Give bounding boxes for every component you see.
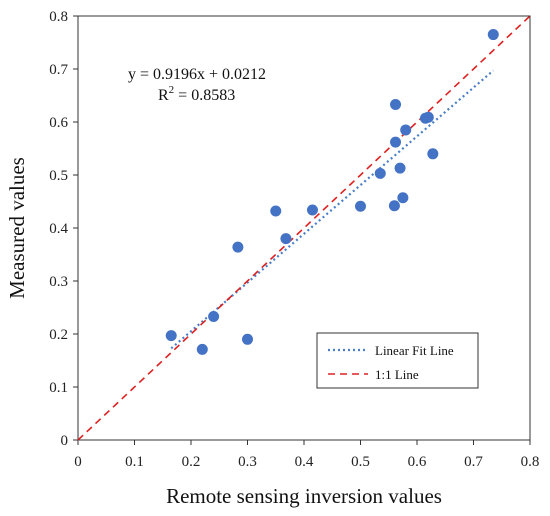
data-point bbox=[242, 333, 253, 345]
data-point bbox=[355, 200, 366, 212]
data-point bbox=[400, 124, 412, 136]
x-tick-label: 0.8 bbox=[521, 454, 540, 470]
y-axis-ticks: 0 0.1 0.2 0.3 0.4 0.5 0.6 0.7 0.8 bbox=[49, 9, 78, 449]
one-to-one-line bbox=[77, 15, 531, 441]
x-tick-label: 0 bbox=[74, 454, 82, 470]
y-tick-label: 0.2 bbox=[49, 327, 68, 343]
r-squared: R2 = 0.8583 bbox=[158, 84, 235, 104]
data-point bbox=[165, 330, 177, 342]
data-point bbox=[427, 148, 439, 160]
y-tick-label: 0.6 bbox=[49, 115, 68, 131]
legend-label-one-to-one: 1:1 Line bbox=[375, 367, 419, 382]
data-point bbox=[232, 241, 244, 253]
x-axis-title: Remote sensing inversion values bbox=[166, 484, 442, 508]
reference-lines bbox=[77, 15, 531, 441]
data-point bbox=[306, 204, 318, 216]
x-tick-label: 0.2 bbox=[182, 454, 201, 470]
y-tick-label: 0.3 bbox=[49, 274, 68, 290]
data-point bbox=[388, 200, 400, 212]
y-tick-label: 0.1 bbox=[49, 380, 68, 396]
data-point bbox=[394, 162, 406, 174]
x-tick-label: 0.6 bbox=[408, 454, 427, 470]
data-point bbox=[208, 311, 220, 323]
data-points bbox=[165, 29, 499, 355]
data-point bbox=[390, 99, 402, 111]
y-tick-label: 0.8 bbox=[49, 9, 68, 25]
data-point bbox=[422, 111, 434, 123]
linear-fit-line bbox=[170, 69, 494, 350]
y-tick-label: 0 bbox=[61, 433, 69, 449]
data-point bbox=[270, 205, 282, 217]
y-tick-label: 0.5 bbox=[49, 168, 68, 184]
x-tick-label: 0.3 bbox=[238, 454, 257, 470]
fit-equation: y = 0.9196x + 0.0212 bbox=[128, 66, 266, 83]
data-point bbox=[374, 167, 386, 179]
legend-label-linear-fit: Linear Fit Line bbox=[375, 343, 454, 358]
data-point bbox=[280, 233, 292, 245]
data-point bbox=[390, 136, 402, 148]
x-tick-label: 0.5 bbox=[351, 454, 370, 470]
legend-box bbox=[316, 332, 479, 389]
y-tick-label: 0.7 bbox=[49, 62, 68, 78]
y-tick-label: 0.4 bbox=[49, 221, 68, 237]
x-tick-label: 0.7 bbox=[464, 454, 483, 470]
data-point bbox=[397, 192, 409, 204]
data-point bbox=[487, 29, 499, 41]
legend: Linear Fit Line 1:1 Line bbox=[316, 332, 479, 389]
data-point bbox=[196, 343, 208, 355]
x-tick-label: 0.4 bbox=[295, 454, 314, 470]
x-axis-ticks: 0 0.1 0.2 0.3 0.4 0.5 0.6 0.7 0.8 bbox=[74, 440, 539, 470]
x-tick-label: 0.1 bbox=[125, 454, 144, 470]
y-axis-title: Measured values bbox=[5, 157, 29, 299]
